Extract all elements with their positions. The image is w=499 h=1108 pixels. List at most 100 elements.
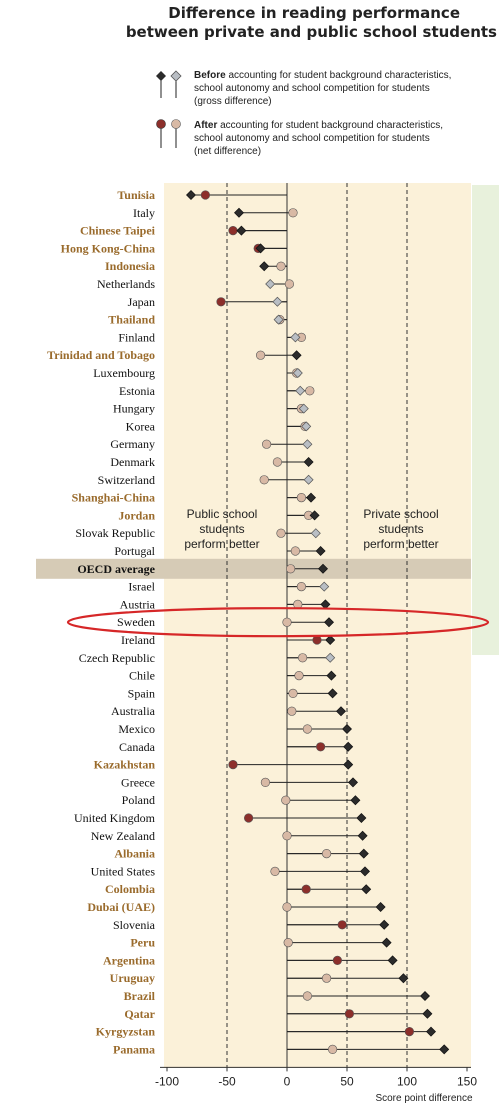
net-point bbox=[283, 937, 293, 948]
x-axis: -100 -50 0 50 100 150 Score point difference bbox=[155, 1066, 477, 1104]
net-point bbox=[287, 706, 297, 716]
private-annotation: Private school bbox=[363, 507, 438, 521]
data-row: Spain bbox=[128, 686, 338, 700]
gross-point bbox=[259, 261, 270, 272]
net-point bbox=[294, 670, 304, 681]
country-label: Jordan bbox=[118, 508, 155, 522]
country-label: Thailand bbox=[108, 313, 155, 327]
legend-net-not-significant-marker bbox=[171, 119, 181, 129]
data-row: Dubai (UAE) bbox=[87, 900, 386, 914]
data-row: Chinese Taipei bbox=[80, 224, 287, 238]
country-label: Sweden bbox=[117, 615, 155, 629]
gross-point bbox=[186, 190, 196, 200]
gross-point bbox=[324, 617, 334, 628]
country-label: Denmark bbox=[110, 455, 155, 469]
net-point bbox=[301, 884, 311, 894]
country-label: United States bbox=[91, 864, 156, 878]
country-label: Austria bbox=[120, 597, 156, 611]
country-label: Hong Kong-China bbox=[61, 241, 155, 255]
net-point bbox=[404, 1026, 415, 1037]
gross-point bbox=[319, 581, 330, 592]
data-row: Colombia bbox=[105, 882, 372, 896]
data-row: Panama bbox=[113, 1042, 450, 1056]
net-point bbox=[272, 457, 283, 467]
net-point bbox=[282, 902, 292, 912]
net-point bbox=[322, 848, 332, 859]
net-point bbox=[276, 261, 286, 271]
gross-point bbox=[298, 403, 309, 414]
country-label: Chinese Taipei bbox=[80, 224, 156, 238]
data-row: Mexico bbox=[118, 722, 352, 736]
gross-point bbox=[290, 332, 301, 343]
net-point bbox=[200, 190, 210, 200]
net-point bbox=[228, 226, 238, 236]
country-label: Argentina bbox=[103, 953, 155, 967]
net-point bbox=[286, 564, 296, 574]
data-row: Poland bbox=[122, 793, 361, 807]
net-point bbox=[344, 1009, 355, 1019]
gross-point bbox=[302, 439, 313, 450]
x-tick-label: 100 bbox=[397, 1074, 417, 1088]
gross-point bbox=[426, 1026, 436, 1037]
country-label: Shanghai-China bbox=[72, 491, 155, 505]
net-point bbox=[282, 617, 292, 627]
gross-point bbox=[292, 368, 303, 378]
legend-after-line3: (net difference) bbox=[194, 146, 261, 157]
data-row: Indonesia bbox=[105, 259, 287, 273]
country-label: Panama bbox=[113, 1042, 155, 1056]
country-label: Indonesia bbox=[105, 259, 155, 273]
gross-point bbox=[348, 777, 358, 788]
country-label: Dubai (UAE) bbox=[87, 900, 155, 914]
data-row: Shanghai-China bbox=[72, 491, 316, 505]
gross-point bbox=[343, 759, 354, 770]
chart-title-line2: between private and public school studen… bbox=[126, 23, 497, 41]
country-label: Slovak Republic bbox=[75, 526, 155, 540]
legend-gross-significant-marker bbox=[156, 71, 166, 81]
net-point bbox=[316, 742, 326, 752]
data-row: Slovak Republic bbox=[75, 526, 321, 540]
data-row: Canada bbox=[119, 740, 354, 754]
country-label: Israel bbox=[128, 580, 155, 594]
country-label: Chile bbox=[129, 669, 155, 683]
net-point bbox=[288, 208, 298, 218]
country-label: Portugal bbox=[114, 544, 155, 558]
data-row: Austria bbox=[120, 597, 331, 611]
data-row: Germany bbox=[110, 437, 313, 451]
gross-point bbox=[350, 795, 361, 806]
country-label: New Zealand bbox=[91, 829, 155, 843]
gross-point bbox=[291, 350, 302, 361]
country-label: Kazakhstan bbox=[94, 758, 156, 772]
net-point bbox=[288, 688, 298, 699]
side-strip bbox=[472, 185, 499, 655]
data-row: Ireland bbox=[121, 633, 336, 647]
gross-point bbox=[310, 528, 321, 539]
data-row: United States bbox=[91, 864, 370, 878]
data-row: Finland bbox=[118, 330, 307, 344]
data-rows: Tunisia Italy Chinese Taipei Hong Kong-Chin… bbox=[47, 188, 450, 1056]
gross-point bbox=[387, 955, 398, 966]
data-row: Kazakhstan bbox=[94, 758, 354, 772]
legend-before: Before accounting for student background… bbox=[156, 70, 451, 107]
country-label: Ireland bbox=[121, 633, 155, 647]
gross-point bbox=[327, 688, 338, 699]
net-point bbox=[244, 813, 254, 823]
country-label: Qatar bbox=[124, 1007, 155, 1021]
plot-panel bbox=[164, 183, 471, 1068]
net-point bbox=[270, 866, 280, 877]
sweden-highlight-ellipse bbox=[66, 607, 490, 638]
country-label: United Kingdom bbox=[74, 811, 156, 825]
gross-point bbox=[357, 830, 368, 841]
data-row: Denmark bbox=[110, 455, 314, 469]
gross-point bbox=[301, 421, 312, 432]
data-row: New Zealand bbox=[91, 829, 368, 843]
x-tick-label: -50 bbox=[218, 1074, 236, 1088]
gross-point bbox=[381, 937, 392, 948]
gross-point bbox=[255, 243, 266, 254]
public-annotation: perform better bbox=[184, 537, 259, 551]
data-row: Qatar bbox=[124, 1007, 433, 1021]
legend-after-line2: school autonomy and school competition f… bbox=[194, 133, 430, 144]
data-row: Peru bbox=[130, 936, 392, 950]
data-row: Hong Kong-China bbox=[61, 241, 287, 255]
country-label: Brazil bbox=[124, 989, 156, 1003]
private-annotation: perform better bbox=[363, 537, 438, 551]
